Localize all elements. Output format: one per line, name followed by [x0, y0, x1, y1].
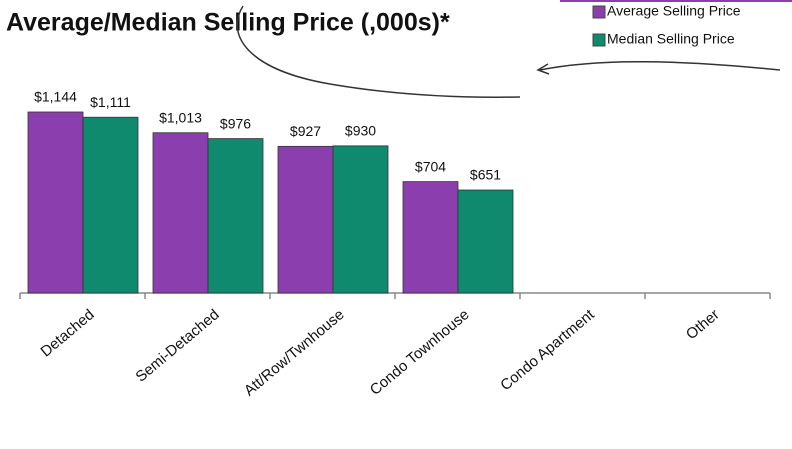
- arrow-head: [536, 63, 550, 75]
- chart-title: Average/Median Selling Price (,000s)*: [6, 9, 450, 37]
- bar: [152, 132, 209, 294]
- x-tick-label: Condo Apartment: [497, 306, 598, 395]
- bar: [27, 111, 84, 294]
- legend-swatch: [592, 5, 606, 19]
- bar: [207, 138, 264, 294]
- x-tick-label: Att/Row/Twnhouse: [241, 306, 348, 399]
- annotation-arrow: [539, 61, 781, 71]
- bar: [457, 189, 514, 294]
- legend-label: Average Selling Price: [607, 3, 741, 19]
- x-tick-label: Other: [683, 306, 723, 343]
- x-tick-label: Detached: [38, 306, 98, 360]
- x-tick-label: Semi-Detached: [132, 306, 222, 385]
- bar: [332, 145, 389, 294]
- value-label: $1,013: [159, 109, 202, 125]
- value-label: $930: [345, 123, 376, 139]
- legend-label: Median Selling Price: [607, 31, 735, 47]
- legend-swatch: [592, 33, 606, 47]
- annotation-curve: [236, 5, 521, 98]
- bar: [402, 181, 459, 294]
- bar: [277, 145, 334, 294]
- value-label: $704: [415, 158, 446, 174]
- value-label: $651: [470, 167, 501, 183]
- value-label: $1,144: [34, 89, 77, 105]
- value-label: $1,111: [90, 94, 131, 110]
- x-tick-label: Condo Townhouse: [367, 306, 473, 399]
- bar: [82, 116, 139, 294]
- value-label: $927: [290, 123, 321, 139]
- value-label: $976: [220, 115, 251, 131]
